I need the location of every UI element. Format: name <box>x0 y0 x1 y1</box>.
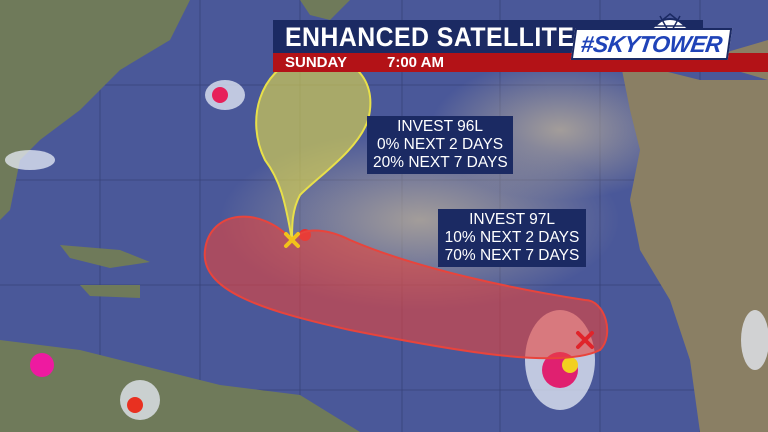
system-name: INVEST 96L <box>397 118 483 135</box>
invest-97l-cone <box>203 215 609 360</box>
seven-day-chance: 70% NEXT 7 DAYS <box>444 247 580 264</box>
invest-97l-info: INVEST 97L 10% NEXT 2 DAYS 70% NEXT 7 DA… <box>438 209 586 267</box>
day-label: SUNDAY <box>285 54 347 71</box>
title-bar: ENHANCED SATELLITE <box>273 20 703 53</box>
seven-day-chance: 20% NEXT 7 DAYS <box>373 154 508 171</box>
invest-96l-marker-x-icon <box>284 232 300 248</box>
invest-97l-marker-x-icon <box>576 331 594 349</box>
system-name: INVEST 97L <box>469 211 555 228</box>
logo-text: #SKYTOWER <box>570 28 733 60</box>
time-label: 7:00 AM <box>387 54 444 71</box>
two-day-chance: 0% NEXT 2 DAYS <box>376 136 504 153</box>
storm-cells <box>30 87 578 413</box>
skytower-logo: #SKYTOWER <box>565 10 733 60</box>
two-day-chance: 10% NEXT 2 DAYS <box>444 229 580 246</box>
invest-96l-info: INVEST 96L 0% NEXT 2 DAYS 20% NEXT 7 DAY… <box>367 116 513 174</box>
page-title: ENHANCED SATELLITE <box>285 22 575 52</box>
